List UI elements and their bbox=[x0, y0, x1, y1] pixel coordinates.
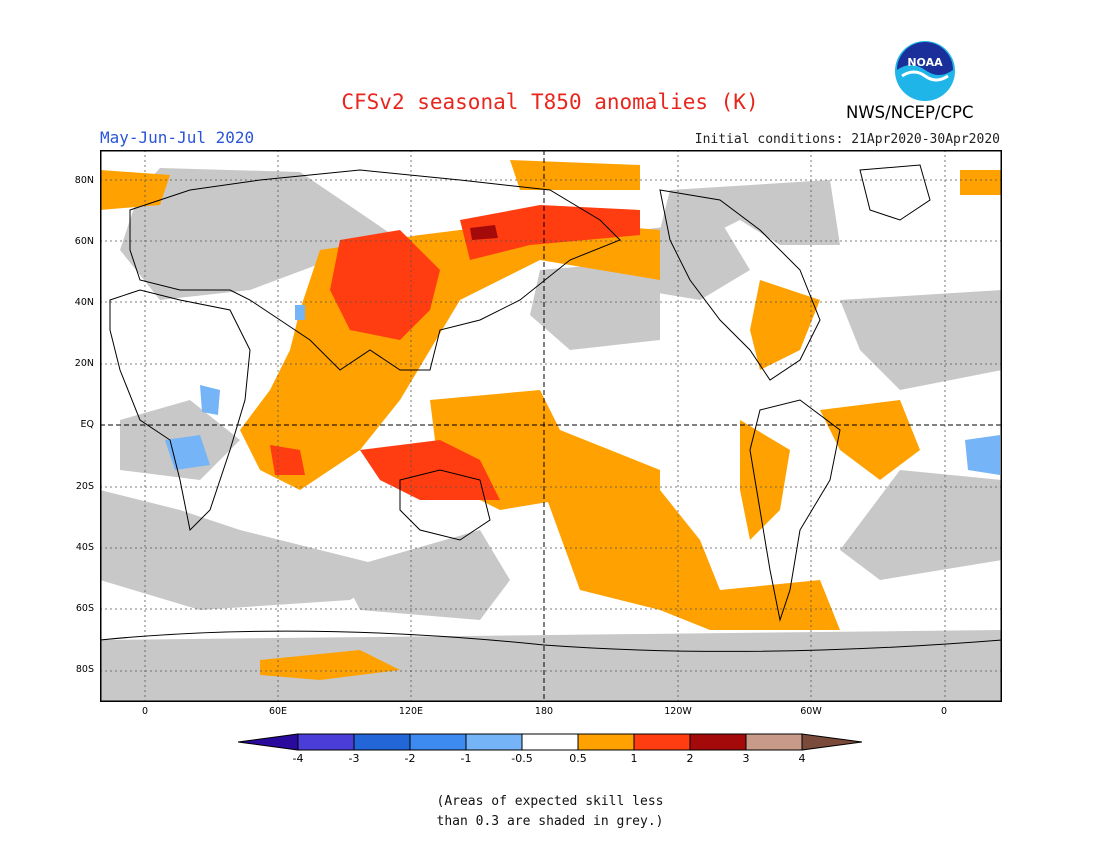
colorbar-tick-label: 1 bbox=[630, 752, 638, 765]
colorbar-tick-label: -0.5 bbox=[511, 752, 533, 765]
season-label: May-Jun-Jul 2020 bbox=[100, 128, 255, 147]
lat-label-60n: 60N bbox=[74, 236, 94, 247]
lat-label-eq: EQ bbox=[80, 419, 94, 430]
colorbar-segments bbox=[238, 733, 862, 751]
colorbar-tick-label: -1 bbox=[460, 752, 472, 765]
noaa-logo-icon: NOAA bbox=[895, 41, 955, 101]
colorbar-high-arrow bbox=[801, 733, 862, 751]
lat-label-40n: 40N bbox=[74, 297, 94, 308]
colorbar-tick-label: -2 bbox=[404, 752, 416, 765]
coastlines bbox=[100, 164, 1002, 652]
skill-note-line2: than 0.3 are shaded in grey.) bbox=[436, 814, 664, 829]
initial-conditions-label: Initial conditions: 21Apr2020-30Apr2020 bbox=[694, 132, 1000, 147]
colorbar-segment bbox=[297, 733, 355, 751]
colorbar bbox=[238, 733, 862, 751]
lat-label-80n: 80N bbox=[74, 175, 94, 186]
colorbar-segment bbox=[745, 733, 803, 751]
map-title: CFSv2 seasonal T850 anomalies (K) bbox=[341, 90, 759, 114]
colorbar-tick-label: 2 bbox=[686, 752, 694, 765]
very-strong-warm-anomaly-regions bbox=[470, 225, 498, 240]
lon-label-0-east: 0 bbox=[940, 706, 948, 717]
colorbar-low-arrow bbox=[238, 733, 299, 751]
colorbar-tick-label: -4 bbox=[292, 752, 304, 765]
equator-dateline bbox=[100, 150, 1002, 702]
colorbar-segment bbox=[577, 733, 635, 751]
lat-label-20s: 20S bbox=[75, 481, 94, 492]
colorbar-segment bbox=[465, 733, 523, 751]
colorbar-segment bbox=[353, 733, 411, 751]
gridlines bbox=[100, 150, 1002, 702]
lat-label-40s: 40S bbox=[75, 542, 94, 553]
lon-label-180: 180 bbox=[534, 706, 554, 717]
lat-label-20n: 20N bbox=[74, 358, 94, 369]
agency-label: NWS/NCEP/CPC bbox=[846, 103, 974, 122]
colorbar-segment bbox=[521, 733, 579, 751]
anomaly-map bbox=[100, 150, 1002, 702]
skill-note: (Areas of expected skill less than 0.3 a… bbox=[0, 792, 1100, 832]
colorbar-tick-label: 3 bbox=[742, 752, 750, 765]
map-frame bbox=[100, 150, 1002, 702]
lat-label-80s: 80S bbox=[75, 664, 94, 675]
strong-warm-anomaly-regions bbox=[270, 205, 640, 500]
lon-label-60w: 60W bbox=[800, 706, 822, 717]
lon-label-60e: 60E bbox=[268, 706, 288, 717]
lon-label-0-west: 0 bbox=[141, 706, 149, 717]
lat-label-60s: 60S bbox=[75, 603, 94, 614]
colorbar-tick-label: 0.5 bbox=[569, 752, 587, 765]
lon-label-120w: 120W bbox=[664, 706, 692, 717]
cold-anomaly-regions bbox=[165, 305, 1000, 475]
lon-label-120e: 120E bbox=[398, 706, 424, 717]
colorbar-segment bbox=[409, 733, 467, 751]
logo-text: NOAA bbox=[907, 56, 943, 69]
colorbar-tick-label: -3 bbox=[348, 752, 360, 765]
colorbar-tick-label: 4 bbox=[798, 752, 806, 765]
colorbar-segment bbox=[633, 733, 691, 751]
colorbar-segment bbox=[689, 733, 747, 751]
skill-note-line1: (Areas of expected skill less bbox=[436, 794, 664, 809]
